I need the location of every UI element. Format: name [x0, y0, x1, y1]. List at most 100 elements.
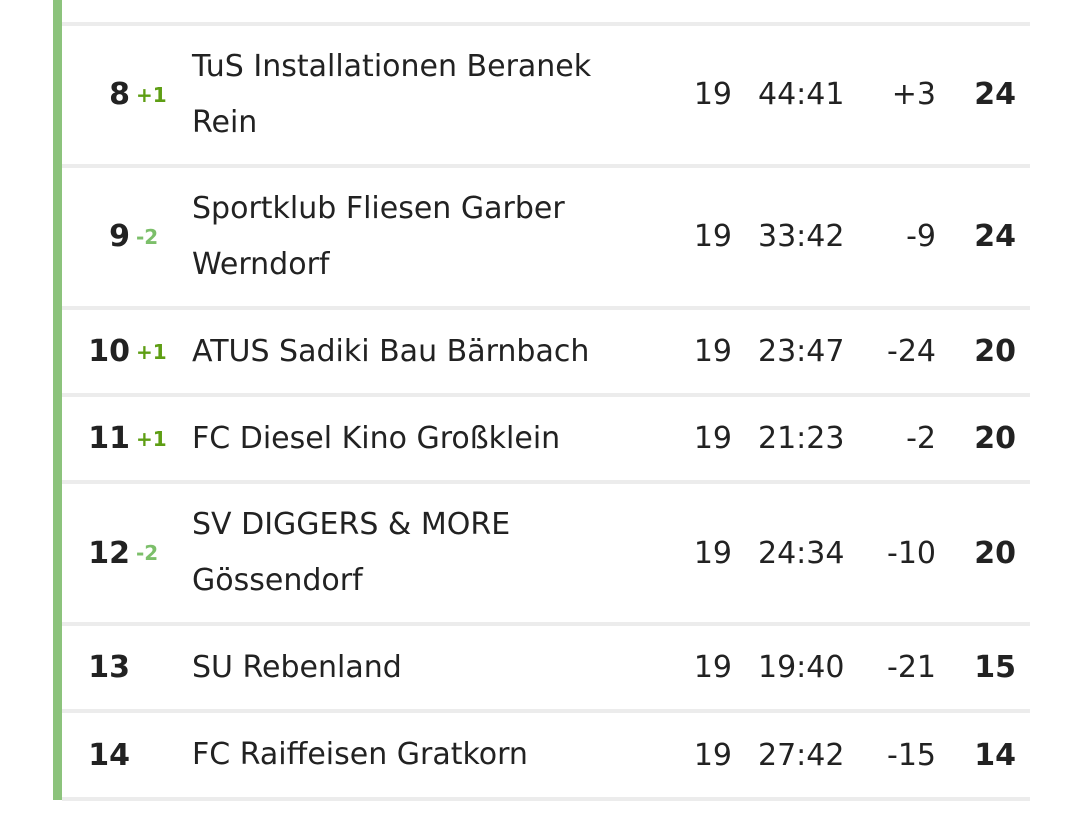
goals: 33:42 — [758, 168, 850, 305]
games: 19 — [692, 310, 732, 393]
row-divider — [62, 164, 1030, 168]
rank: 14 — [62, 713, 130, 797]
games: 19 — [692, 713, 732, 797]
team-name: ATUS Sadiki Bau Bärnbach — [192, 310, 632, 393]
goal-difference-text: -10 — [887, 535, 936, 571]
points-text: 14 — [974, 737, 1016, 773]
table-row: 10 19 23:47 -24 20 ATUS Sadiki Bau Bärnbach +1 — [62, 310, 1030, 393]
rank-text: 10 — [88, 334, 130, 369]
rank-change: -2 — [136, 224, 159, 249]
games: 19 — [692, 626, 732, 709]
goals: 23:47 — [758, 310, 850, 393]
goal-difference: -15 — [862, 713, 936, 797]
games: 19 — [692, 484, 732, 622]
goal-difference-text: -15 — [887, 737, 936, 773]
rank-text: 11 — [88, 421, 130, 456]
rank-text: 14 — [88, 737, 130, 773]
goal-difference: +3 — [862, 26, 936, 163]
row-divider — [62, 622, 1030, 626]
points-text: 24 — [974, 77, 1016, 112]
goal-difference: -9 — [862, 168, 936, 305]
row-divider — [62, 393, 1030, 397]
points-text: 20 — [974, 334, 1016, 369]
games-text: 19 — [693, 77, 732, 112]
goals: 24:34 — [758, 484, 850, 622]
goal-difference-text: -21 — [887, 650, 936, 685]
goal-difference-text: -9 — [906, 219, 936, 254]
team-name-text: FC Diesel Kino Großklein — [192, 420, 561, 456]
goals: 44:41 — [758, 26, 850, 163]
team-name-text: TuS Installationen Beranek Rein — [192, 48, 592, 140]
table-row: 12 19 24:34 -10 20 SV DIGGERS & MORE Gössendo… — [62, 484, 1030, 622]
games-text: 19 — [693, 650, 732, 685]
table-row: 14 19 27:42 -15 14 FC Raiffeisen Gratkorn — [62, 713, 1030, 797]
games-text: 19 — [693, 737, 732, 773]
team-name-text: SV DIGGERS & MORE Gössendorf — [192, 507, 511, 598]
row-divider — [62, 306, 1030, 310]
rank-change: +1 — [136, 339, 167, 364]
row-divider — [62, 709, 1030, 713]
goals-text: 44:41 — [758, 77, 845, 112]
games-text: 19 — [693, 334, 732, 369]
goals-text: 24:34 — [758, 535, 845, 571]
rank-text: 9 — [109, 219, 130, 254]
games-text: 19 — [693, 219, 732, 254]
goal-difference-text: -2 — [906, 421, 936, 456]
team-name-text: ATUS Sadiki Bau Bärnbach — [192, 333, 590, 369]
goal-difference-text: +3 — [891, 77, 936, 112]
table-row: 11 19 21:23 -2 20 FC Diesel Kino Großklein +1 — [62, 397, 1030, 480]
games: 19 — [692, 168, 732, 305]
row-divider — [62, 22, 1030, 26]
points-text: 20 — [974, 535, 1016, 571]
team-name-text: Sportklub Fliesen Garber Werndorf — [192, 190, 565, 282]
goal-difference-text: -24 — [887, 334, 936, 369]
rank: 9 — [62, 168, 130, 305]
points: 20 — [962, 397, 1016, 480]
points-text: 15 — [974, 650, 1016, 685]
points-text: 24 — [974, 219, 1016, 254]
goal-difference: -24 — [862, 310, 936, 393]
table-row: 8 19 44:41 +3 24 TuS Installationen Beranek R… — [62, 26, 1030, 163]
rank: 10 — [62, 310, 130, 393]
rank-text: 8 — [109, 77, 130, 112]
goals-text: 33:42 — [758, 219, 845, 254]
rank-text: 13 — [88, 650, 130, 685]
games: 19 — [692, 397, 732, 480]
rank: 12 — [62, 484, 130, 622]
points: 24 — [962, 26, 1016, 163]
rank-text: 12 — [88, 535, 130, 571]
games-text: 19 — [693, 421, 732, 456]
accent-bar — [53, 0, 62, 800]
rank-change: +1 — [136, 82, 167, 107]
goals-text: 27:42 — [758, 737, 845, 773]
goal-difference: -21 — [862, 626, 936, 709]
rank: 13 — [62, 626, 130, 709]
rank: 11 — [62, 397, 130, 480]
team-name: FC Diesel Kino Großklein — [192, 397, 632, 480]
table-row: 9 19 33:42 -9 24 Sportklub Fliesen Garber Wer… — [62, 168, 1030, 305]
goal-difference: -10 — [862, 484, 936, 622]
points: 20 — [962, 310, 1016, 393]
points: 15 — [962, 626, 1016, 709]
team-name-text: SU Rebenland — [192, 649, 402, 685]
team-name: TuS Installationen Beranek Rein — [192, 26, 632, 163]
goals-text: 21:23 — [758, 421, 845, 456]
team-name-text: FC Raiffeisen Gratkorn — [192, 737, 528, 772]
row-divider — [62, 480, 1030, 484]
table-row: 13 19 19:40 -21 15 SU Rebenland — [62, 626, 1030, 709]
team-name: SU Rebenland — [192, 626, 632, 709]
rank-change: -2 — [136, 541, 159, 565]
games-text: 19 — [693, 535, 732, 571]
goals: 27:42 — [758, 713, 850, 797]
points-text: 20 — [974, 421, 1016, 456]
goals-text: 19:40 — [758, 650, 845, 685]
points: 24 — [962, 168, 1016, 305]
goals: 19:40 — [758, 626, 850, 709]
games: 19 — [692, 26, 732, 163]
goal-difference: -2 — [862, 397, 936, 480]
goals: 21:23 — [758, 397, 850, 480]
row-divider — [62, 797, 1030, 801]
team-name: Sportklub Fliesen Garber Werndorf — [192, 168, 632, 305]
points: 14 — [962, 713, 1016, 797]
